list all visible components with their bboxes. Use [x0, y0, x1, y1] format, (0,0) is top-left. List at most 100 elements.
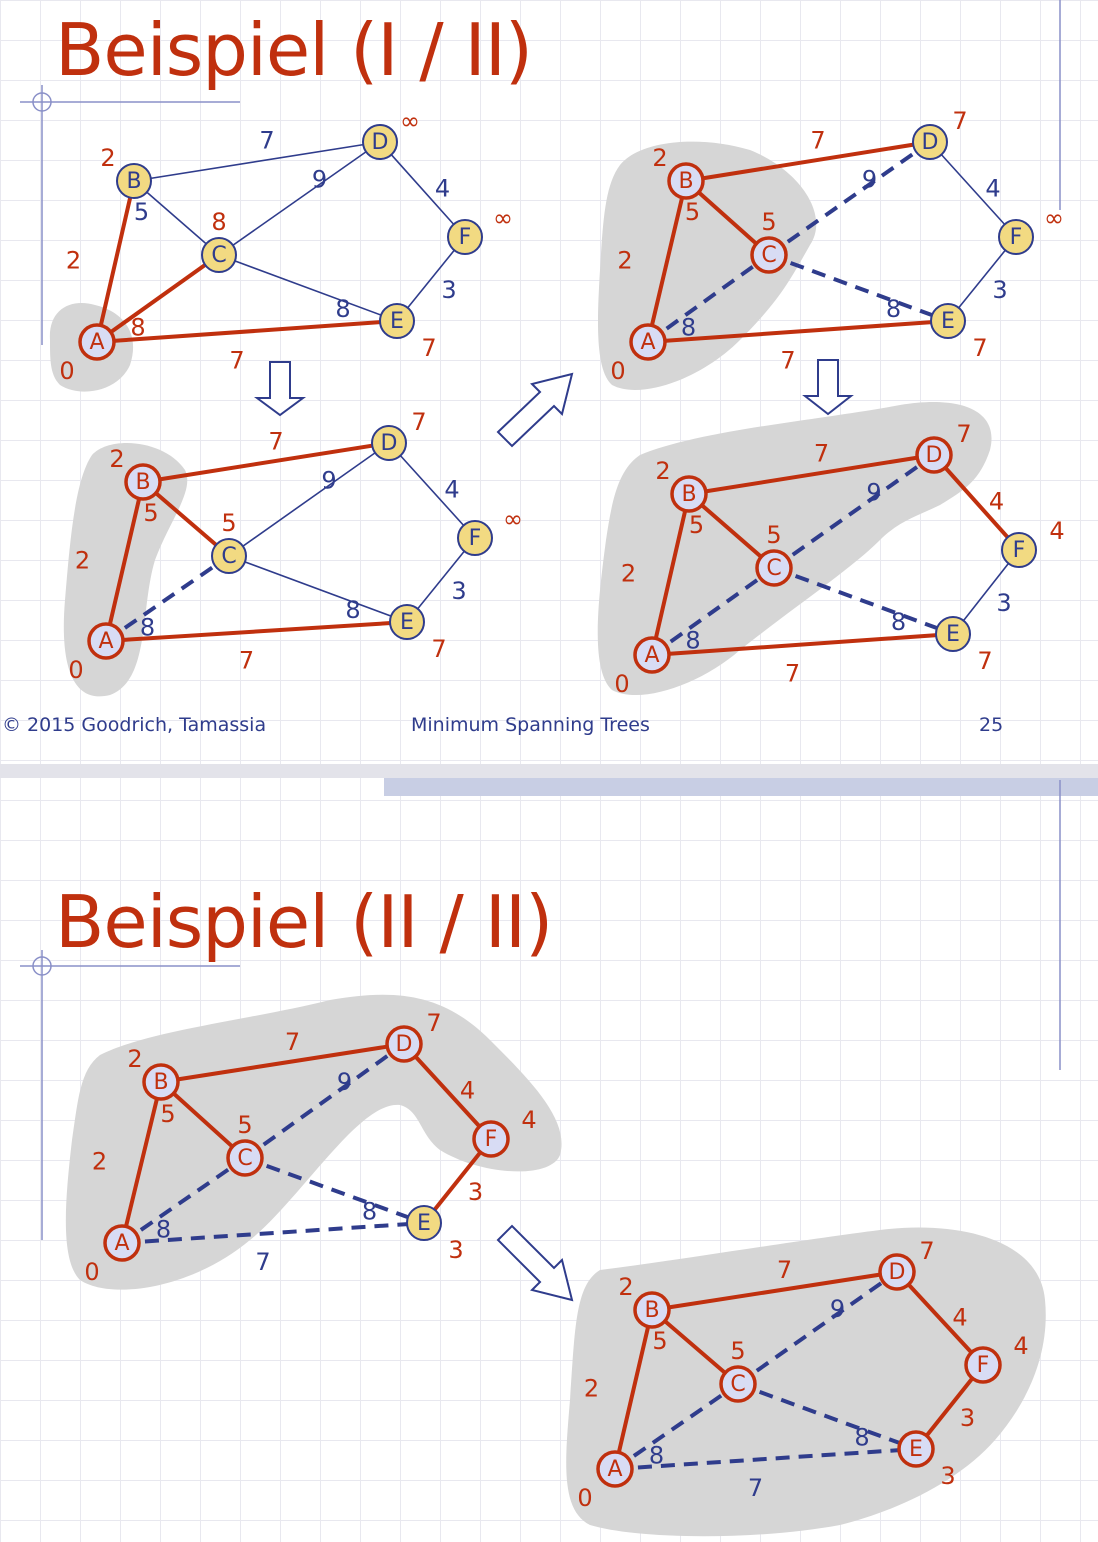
- edge-weight-AB: 2: [66, 247, 81, 275]
- distance-label-F: 4: [521, 1106, 536, 1134]
- node-label-A: A: [640, 330, 655, 355]
- edge-weight-CE: 8: [362, 1198, 377, 1226]
- edge-weight-BC: 5: [685, 198, 700, 226]
- edge-weight-BC: 5: [134, 198, 149, 226]
- edge-weight-AE: 7: [785, 660, 800, 688]
- edge-BD: [651, 1270, 898, 1312]
- node-A: [629, 323, 667, 361]
- node-label-E: E: [400, 610, 414, 635]
- distance-label-A: 0: [59, 357, 74, 385]
- edge-DF: [379, 141, 466, 238]
- edge-weight-AC: 8: [649, 1442, 664, 1470]
- distance-label-A: 0: [577, 1484, 592, 1512]
- edge-AC: [120, 1156, 247, 1245]
- node-label-C: C: [766, 556, 781, 581]
- distance-label-D: 7: [956, 420, 971, 448]
- footer-copyright: © 2015 Goodrich, Tamassia: [2, 714, 267, 736]
- node-E: [930, 303, 966, 339]
- edge-weight-CD: 9: [321, 467, 336, 495]
- node-label-B: B: [644, 1298, 659, 1323]
- node-label-B: B: [135, 470, 150, 495]
- edge-weight-AB: 2: [617, 247, 632, 275]
- edge-DF: [932, 453, 1021, 552]
- edge-weight-AC: 8: [156, 1216, 171, 1244]
- edge-weight-BD: 7: [777, 1256, 792, 1284]
- edge-CE: [218, 254, 398, 322]
- edge-weight-AB: 2: [584, 1375, 599, 1403]
- edge-AC: [650, 566, 776, 657]
- edge-weight-AE: 7: [780, 347, 795, 375]
- edge-weight-BD: 7: [259, 127, 274, 155]
- edge-BD: [160, 1042, 405, 1084]
- distance-label-C: 5: [761, 208, 776, 236]
- node-label-B: B: [126, 169, 141, 194]
- distance-label-A: 0: [84, 1258, 99, 1286]
- node-label-E: E: [417, 1211, 431, 1236]
- distance-label-F: ∞: [503, 505, 523, 533]
- edge-weight-DF: 4: [952, 1304, 967, 1332]
- node-B: [667, 162, 705, 200]
- distance-label-C: 8: [211, 208, 226, 236]
- page-number: 25: [979, 714, 1004, 736]
- arrow-down-step3-to-step4: [802, 359, 854, 416]
- node-label-D: D: [396, 1032, 413, 1057]
- edge-CD: [218, 141, 381, 256]
- edge-weight-CD: 9: [830, 1295, 845, 1323]
- edge-weight-EF: 3: [992, 276, 1007, 304]
- node-E: [406, 1205, 442, 1241]
- edge-weight-AC: 8: [681, 314, 696, 342]
- edge-BD: [685, 140, 931, 183]
- node-label-F: F: [459, 225, 472, 250]
- node-A: [103, 1224, 141, 1262]
- node-E: [935, 616, 971, 652]
- node-label-A: A: [89, 330, 104, 355]
- edge-weight-CD: 9: [862, 166, 877, 194]
- edge-weight-DF: 4: [460, 1077, 475, 1105]
- node-F: [1001, 532, 1037, 568]
- edge-AB: [120, 1081, 163, 1244]
- node-C: [201, 237, 237, 273]
- edge-AE: [651, 632, 954, 657]
- edge-weight-CD: 9: [312, 166, 327, 194]
- edge-weight-AB: 2: [92, 1148, 107, 1176]
- node-label-C: C: [221, 544, 236, 569]
- edge-weight-CE: 8: [886, 295, 901, 323]
- node-label-E: E: [390, 309, 404, 334]
- node-label-D: D: [381, 431, 398, 456]
- edge-weight-CD: 9: [337, 1068, 352, 1096]
- node-label-F: F: [1010, 225, 1023, 250]
- node-label-A: A: [607, 1457, 622, 1482]
- distance-label-C: 5: [221, 509, 236, 537]
- node-D: [371, 425, 407, 461]
- edge-weight-AB: 2: [621, 560, 636, 588]
- edge-CD: [767, 140, 932, 257]
- distance-label-A: 0: [68, 656, 83, 684]
- edge-AC: [613, 1382, 740, 1471]
- node-label-E: E: [946, 622, 960, 647]
- edge-CE: [768, 253, 949, 323]
- node-label-D: D: [889, 1260, 906, 1285]
- node-label-F: F: [1013, 538, 1026, 563]
- edge-weight-AC: 8: [140, 614, 155, 642]
- edge-CD: [772, 453, 936, 570]
- distance-label-E: 7: [977, 647, 992, 675]
- slide-title: Beispiel (II / II): [55, 880, 553, 964]
- node-label-B: B: [678, 169, 693, 194]
- distance-label-C: 5: [730, 1337, 745, 1365]
- node-A: [596, 1450, 634, 1488]
- edge-AC: [95, 253, 221, 344]
- edge-weight-EF: 3: [960, 1404, 975, 1432]
- edge-BD: [688, 453, 935, 496]
- node-label-A: A: [98, 629, 113, 654]
- edge-weight-DF: 4: [444, 476, 459, 504]
- node-A: [78, 323, 116, 361]
- node-B: [124, 463, 162, 501]
- edge-weight-CE: 8: [345, 596, 360, 624]
- edge-BD: [142, 441, 390, 484]
- slide-title: Beispiel (I / II): [55, 8, 533, 92]
- edge-EF: [947, 236, 1017, 322]
- edge-weight-AB: 2: [75, 547, 90, 575]
- edge-AE: [614, 1447, 917, 1471]
